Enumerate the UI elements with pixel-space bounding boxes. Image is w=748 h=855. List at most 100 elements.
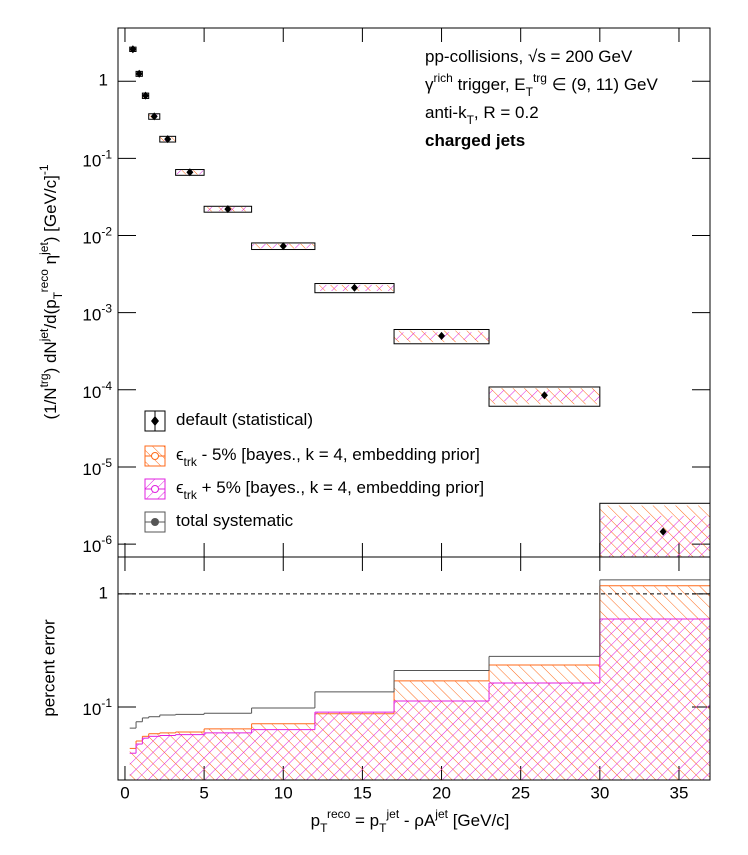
text-part: - 5% [bayes., k = 4, embedding prior] xyxy=(197,445,480,464)
frame xyxy=(117,556,711,781)
y-tick-label: 10-4 xyxy=(82,379,112,402)
text-part: [GeV/c] xyxy=(448,811,509,830)
text-part: T xyxy=(51,291,65,299)
data-point xyxy=(150,112,158,121)
data-point xyxy=(438,331,446,340)
legend-label: total systematic xyxy=(176,511,294,530)
text-part: trg xyxy=(533,71,547,85)
text-part: total systematic xyxy=(176,511,294,530)
text-part: reco xyxy=(327,807,351,821)
text-part: -1 xyxy=(37,164,51,175)
tick-exp: -1 xyxy=(101,696,112,710)
error-bar xyxy=(142,738,149,780)
error-bar xyxy=(251,729,315,780)
data-point xyxy=(164,135,172,144)
text-part: jet xyxy=(385,807,399,821)
y-tick-label: 10-2 xyxy=(82,225,112,248)
text-part: trigger, E xyxy=(453,75,526,94)
error-bar xyxy=(204,732,252,780)
data-point xyxy=(142,91,150,100)
text-part: = p xyxy=(350,811,379,830)
text-part: p xyxy=(311,811,320,830)
tick-base: 10 xyxy=(82,700,101,719)
error-bar xyxy=(489,682,600,780)
tick-exp: -4 xyxy=(101,379,112,393)
y-axis-label: percent error xyxy=(39,619,58,717)
text-part: jet xyxy=(37,328,51,342)
text-part: ) [GeV/c] xyxy=(41,175,60,242)
data-point xyxy=(350,283,358,292)
bottom-plot xyxy=(129,579,710,780)
error-bar xyxy=(129,753,137,780)
text-part: ϵ xyxy=(176,445,184,464)
annotation: γrich trigger, ETtrg ∈ (9, 11) GeV xyxy=(425,71,658,99)
x-tick-label: 10 xyxy=(274,783,293,802)
text-part: T xyxy=(379,821,387,835)
tick-exp: -1 xyxy=(101,148,112,162)
text-part: η xyxy=(41,255,60,269)
tick-exp: -3 xyxy=(101,302,112,316)
error-bar xyxy=(136,744,143,780)
text-part: reco xyxy=(37,269,51,293)
text-part: T xyxy=(467,113,475,127)
tick-exp: -2 xyxy=(101,225,112,239)
annotation: pp-collisions, √s = 200 GeV xyxy=(425,47,633,66)
text-part: trg xyxy=(37,373,51,387)
tick-exp: -5 xyxy=(101,456,112,470)
error-bar xyxy=(148,736,160,780)
text-part: pp-collisions, √s = 200 GeV xyxy=(425,47,633,66)
legend-label: default (statistical) xyxy=(176,410,313,429)
data-point xyxy=(279,242,287,251)
text-part: T xyxy=(526,85,534,99)
text-part: trk xyxy=(184,488,198,502)
text-part: ϵ xyxy=(176,478,184,497)
data-point xyxy=(135,69,143,78)
text-part: (1/N xyxy=(41,387,60,419)
text-part: default (statistical) xyxy=(176,410,313,429)
text-part: - ρA xyxy=(399,811,436,830)
text-part: + 5% [bayes., k = 4, embedding prior] xyxy=(197,478,484,497)
x-tick-label: 5 xyxy=(199,783,208,802)
error-bar xyxy=(314,712,395,780)
x-tick-label: 25 xyxy=(511,783,530,802)
annotation: anti-kT, R = 0.2 xyxy=(425,103,539,127)
data-point xyxy=(659,527,667,536)
tick-base: 10 xyxy=(82,229,101,248)
error-bar xyxy=(159,735,176,780)
y-tick-label: 10-6 xyxy=(82,533,112,556)
tick-base: 10 xyxy=(82,152,101,171)
data-point xyxy=(540,391,548,400)
text-part: ∈ (9, 11) GeV xyxy=(547,75,659,94)
error-bar xyxy=(175,734,205,780)
text-part: , R = 0.2 xyxy=(474,103,539,122)
error-bar xyxy=(599,618,710,780)
text-part: jet xyxy=(37,242,51,256)
sys-box xyxy=(393,328,490,345)
tick-base: 10 xyxy=(82,383,101,402)
x-tick-label: 35 xyxy=(670,783,689,802)
legend-label: ϵtrk - 5% [bayes., k = 4, embedding prio… xyxy=(176,445,480,469)
y-tick-label: 10-5 xyxy=(82,456,112,479)
text-part: anti-k xyxy=(425,103,467,122)
y-tick-label: 10-3 xyxy=(82,302,112,325)
data-point xyxy=(224,205,232,214)
tick-base: 10 xyxy=(82,460,101,479)
text-part: trk xyxy=(184,455,198,469)
legend-label: ϵtrk + 5% [bayes., k = 4, embedding prio… xyxy=(176,478,484,502)
text-part: charged jets xyxy=(425,131,525,150)
text-part: γ xyxy=(425,75,434,94)
tick-base: 10 xyxy=(82,306,101,325)
y-tick-label: 10-1 xyxy=(82,148,112,171)
text-part: rich xyxy=(434,71,453,85)
data-point xyxy=(129,45,137,54)
legend xyxy=(144,410,166,533)
text-part: T xyxy=(320,821,328,835)
x-tick-label: 0 xyxy=(120,783,129,802)
x-tick-label: 20 xyxy=(432,783,451,802)
x-tick-label: 30 xyxy=(590,783,609,802)
top-plot xyxy=(129,45,710,557)
sys-box xyxy=(314,283,395,294)
text-part: /d(p xyxy=(41,299,60,328)
error-bar xyxy=(394,700,490,780)
